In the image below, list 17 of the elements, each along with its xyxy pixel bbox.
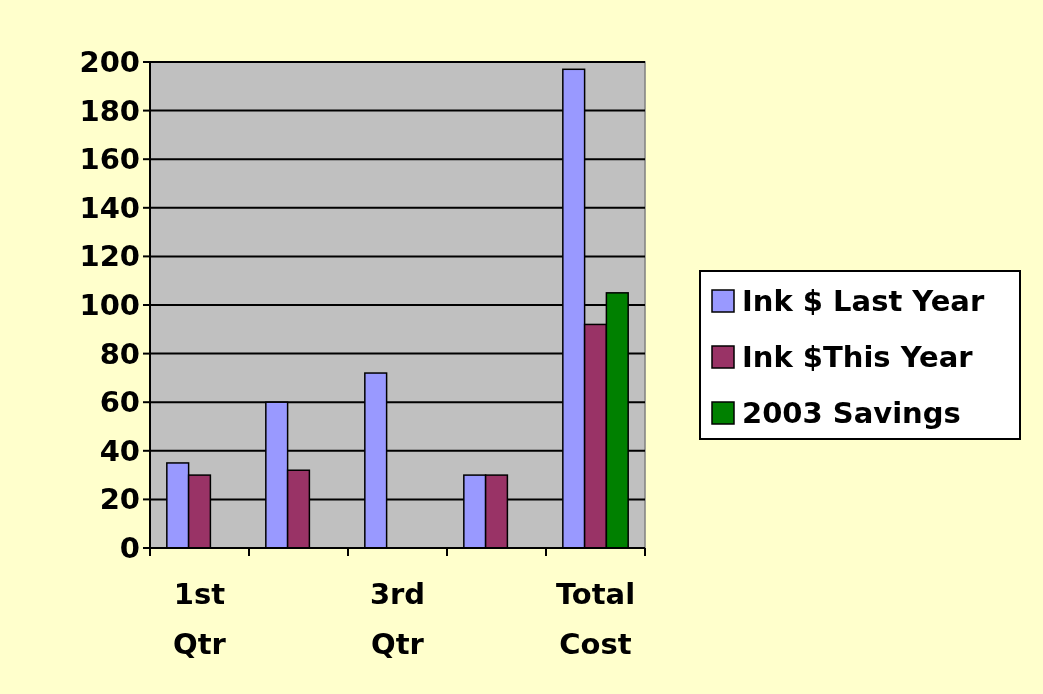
x-tick-label: 1st Qtr — [173, 577, 227, 661]
legend-label: Ink $ Last Year — [742, 284, 985, 318]
y-tick-label: 0 — [119, 531, 140, 565]
y-tick-label: 140 — [79, 190, 140, 225]
y-tick-label: 180 — [79, 93, 140, 128]
legend-label: Ink $This Year — [742, 340, 974, 374]
y-tick-label: 120 — [79, 239, 140, 274]
x-tick-label: Total Cost — [555, 577, 636, 661]
y-tick-label: 80 — [99, 336, 140, 371]
y-tick-label: 200 — [79, 45, 140, 79]
y-tick-label: 40 — [99, 433, 140, 468]
x-tick-label: 3rd Qtr — [369, 577, 426, 661]
y-tick-label: 60 — [99, 385, 140, 420]
y-tick-label: 100 — [79, 288, 140, 322]
legend-label: 2003 Savings — [742, 396, 961, 430]
y-tick-label: 20 — [99, 482, 140, 517]
y-tick-label: 160 — [79, 142, 140, 177]
